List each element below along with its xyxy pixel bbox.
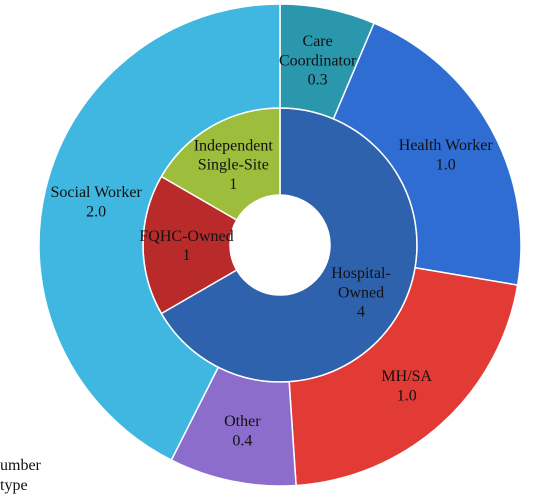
category-label: Care Coordinator <box>279 33 357 69</box>
category-label: FQHC-Owned <box>139 228 233 245</box>
value-label: 1.0 <box>436 156 456 173</box>
slice <box>332 22 522 286</box>
slice <box>288 266 519 487</box>
category-label: Other <box>224 413 261 430</box>
value-label: 0.4 <box>232 432 252 449</box>
value-label: 0.3 <box>308 72 328 89</box>
slices <box>38 3 522 487</box>
annotation: umber <box>0 457 42 474</box>
value-label: 1 <box>183 247 191 264</box>
value-label: 1.0 <box>397 387 417 404</box>
category-label: Health Worker <box>399 137 494 154</box>
category-label: Social Worker <box>51 184 143 201</box>
category-label: Hospital-Owned <box>331 265 391 301</box>
category-label: Independent Single-Site <box>194 137 274 173</box>
value-label: 4 <box>357 304 365 321</box>
annotation: type <box>0 477 28 494</box>
category-label: MH/SA <box>381 368 432 385</box>
slice <box>38 3 281 462</box>
value-label: 2.0 <box>86 203 106 220</box>
value-label: 1 <box>229 176 237 193</box>
labels: Hospital-Owned 4 FQHC-Owned 1 Independent Sin… <box>51 33 494 449</box>
